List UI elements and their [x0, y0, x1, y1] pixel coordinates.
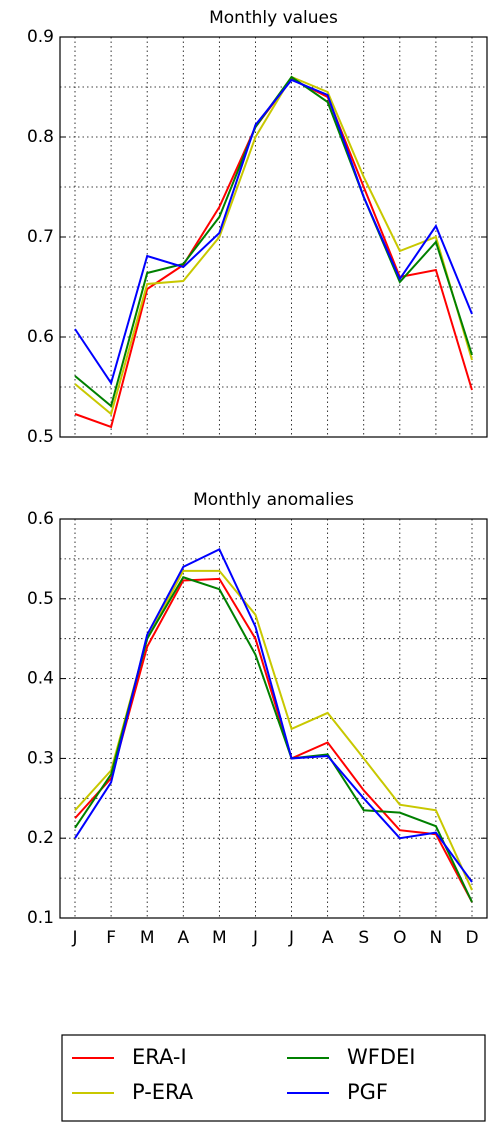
x-tick-label: J	[288, 928, 294, 948]
chart-title: Monthly values	[209, 8, 338, 28]
y-tick-label: 0.2	[27, 828, 54, 848]
legend-box	[61, 1034, 486, 1122]
x-tick-label: A	[322, 928, 334, 948]
x-tick-label: F	[106, 928, 116, 948]
y-tick-label: 0.5	[27, 427, 54, 447]
x-tick-label: N	[430, 928, 443, 948]
x-tick-label: D	[465, 928, 478, 948]
x-tick-label: J	[252, 928, 258, 948]
x-tick-label: M	[212, 928, 227, 948]
series-line	[74, 77, 473, 429]
legend-label: ERA-I	[132, 1045, 187, 1069]
x-tick-label: O	[393, 928, 406, 948]
plot-frame	[59, 36, 488, 438]
plot-frame	[59, 518, 488, 919]
series-line	[74, 576, 473, 903]
series-line	[74, 78, 473, 386]
series-line	[74, 547, 473, 883]
y-tick-label: 0.1	[27, 908, 54, 928]
y-tick-label: 0.4	[27, 669, 54, 689]
x-tick-label: J	[71, 928, 77, 948]
legend-label: PGF	[347, 1080, 388, 1104]
y-tick-label: 0.5	[27, 589, 54, 609]
y-tick-label: 0.6	[27, 327, 54, 347]
x-tick-label: S	[358, 928, 369, 948]
y-tick-label: 0.7	[27, 227, 54, 247]
y-tick-label: 0.3	[27, 748, 54, 768]
series-line	[74, 75, 473, 408]
y-tick-label: 0.8	[27, 127, 54, 147]
legend-label: WFDEI	[347, 1045, 415, 1069]
series-line	[74, 75, 473, 416]
y-tick-label: 0.9	[27, 27, 54, 47]
series-line	[74, 577, 473, 903]
x-tick-label: M	[140, 928, 155, 948]
y-tick-label: 0.6	[27, 509, 54, 529]
chart-title: Monthly anomalies	[193, 490, 354, 510]
x-tick-label: A	[177, 928, 189, 948]
series-line	[74, 569, 473, 891]
legend-label: P-ERA	[132, 1080, 194, 1104]
